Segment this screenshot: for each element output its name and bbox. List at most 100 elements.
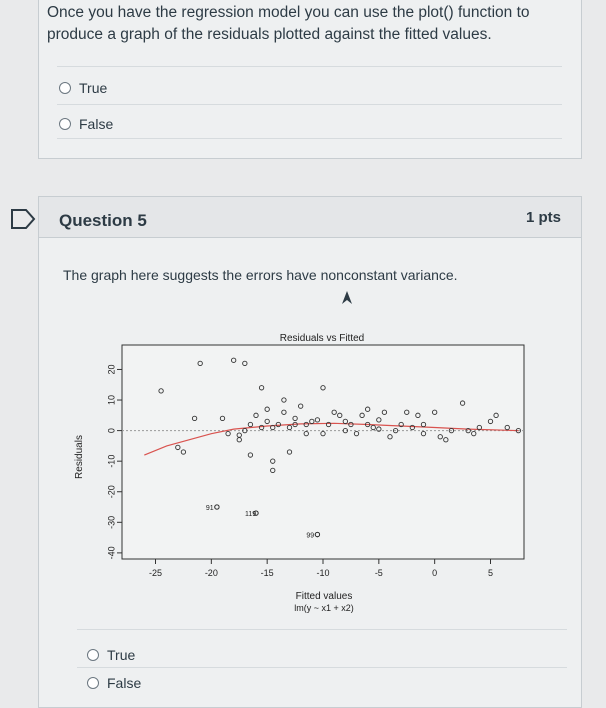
data-point — [270, 458, 276, 464]
divider — [57, 138, 562, 139]
data-point — [303, 431, 309, 437]
answer-false-q5[interactable]: False — [87, 675, 141, 691]
data-point — [281, 397, 287, 403]
x-tick-label: 0 — [432, 568, 437, 578]
x-tick-label: -20 — [205, 568, 218, 578]
data-point — [231, 357, 237, 363]
radio-icon[interactable] — [59, 82, 71, 94]
data-point — [465, 427, 471, 434]
data-point — [420, 421, 427, 428]
outlier-label: 99 — [306, 533, 314, 540]
flag-outline-icon[interactable] — [10, 208, 38, 230]
y-axis-label: Residuals — [74, 435, 85, 479]
residuals-vs-fitted-plot: Residuals vs Fitted -25 -20 -15 -10 -5 0 5 -40 -… — [74, 333, 525, 613]
y-tick-label: 20 — [106, 364, 116, 374]
data-point — [448, 427, 455, 434]
data-point — [370, 424, 376, 431]
data-point — [353, 431, 360, 437]
answer-label: True — [107, 647, 136, 663]
radio-icon[interactable] — [87, 649, 99, 661]
data-point — [487, 418, 494, 425]
question-title: Question 5 — [59, 211, 147, 230]
data-point — [247, 421, 254, 428]
data-point — [253, 412, 259, 418]
data-point — [437, 434, 443, 440]
answer-false-q4[interactable]: False — [59, 116, 113, 132]
data-point — [515, 427, 522, 434]
answer-label: True — [79, 80, 108, 96]
x-tick-label: -25 — [149, 568, 162, 578]
answer-label: False — [79, 116, 114, 132]
x-tick-label: -10 — [316, 568, 329, 578]
data-point — [270, 424, 276, 431]
data-point — [443, 437, 449, 443]
divider — [57, 66, 562, 67]
data-point — [376, 417, 382, 423]
data-point — [376, 426, 382, 432]
data-point — [387, 434, 393, 440]
question-points: 1 pts — [525, 209, 561, 226]
outlier-label: 91 — [206, 505, 214, 512]
outlier-point — [314, 531, 321, 538]
data-point — [281, 409, 287, 415]
x-axis-sublabel: lm(y ~ x1 + x2) — [294, 603, 354, 613]
question-4-text: Once you have the regression model you c… — [47, 4, 530, 43]
x-axis-label: Fitted values — [296, 591, 353, 602]
data-point — [275, 421, 281, 428]
x-tick-label: 5 — [488, 568, 493, 578]
data-point — [493, 412, 499, 418]
data-point — [258, 385, 265, 391]
data-point — [303, 421, 309, 428]
y-tick-label: 0 — [106, 428, 116, 433]
data-point — [365, 421, 371, 428]
data-point — [337, 412, 343, 418]
question-5-header: Question 5 1 pts — [39, 197, 581, 238]
data-point — [247, 452, 254, 458]
data-point — [270, 467, 276, 473]
data-point — [264, 406, 270, 412]
smoother-line — [144, 422, 519, 456]
answer-label: False — [107, 675, 142, 691]
data-point — [158, 388, 164, 394]
radio-icon[interactable] — [87, 677, 99, 689]
x-tick-label: -15 — [261, 568, 274, 578]
question-4-card: Once you have the regression model you c… — [38, 0, 582, 159]
data-point — [219, 415, 226, 422]
data-point — [342, 427, 348, 434]
data-point — [359, 412, 365, 418]
plot-frame — [121, 344, 525, 560]
data-point — [476, 424, 482, 431]
outlier-point — [253, 510, 259, 516]
data-point — [309, 418, 315, 425]
data-point — [331, 409, 337, 415]
divider — [77, 667, 567, 668]
data-point — [320, 431, 326, 437]
data-point — [409, 424, 415, 431]
divider — [57, 104, 562, 105]
answer-true-q4[interactable]: True — [59, 80, 107, 96]
y-tick-label: -40 — [106, 546, 116, 559]
data-point — [459, 400, 466, 406]
data-point — [432, 409, 438, 415]
data-point — [197, 360, 203, 366]
y-tick-label: -20 — [106, 485, 116, 498]
data-point — [292, 421, 298, 428]
radio-icon[interactable] — [59, 118, 71, 130]
x-tick-label: -5 — [375, 568, 383, 578]
data-point — [292, 415, 298, 422]
data-point — [471, 431, 477, 437]
data-point — [504, 424, 510, 431]
y-tick-label: -30 — [106, 516, 116, 529]
mouse-cursor-icon — [342, 291, 352, 304]
y-tick-label: -10 — [106, 455, 116, 468]
data-point — [404, 409, 410, 415]
data-point — [191, 415, 198, 422]
data-point — [175, 444, 181, 451]
question-5-text: The graph here suggests the errors have … — [63, 267, 458, 283]
data-point — [314, 417, 321, 423]
data-point — [325, 421, 332, 428]
answer-true-q5[interactable]: True — [87, 647, 135, 663]
data-point — [264, 418, 270, 425]
data-point — [365, 406, 371, 412]
outlier-label: 119 — [245, 511, 256, 518]
